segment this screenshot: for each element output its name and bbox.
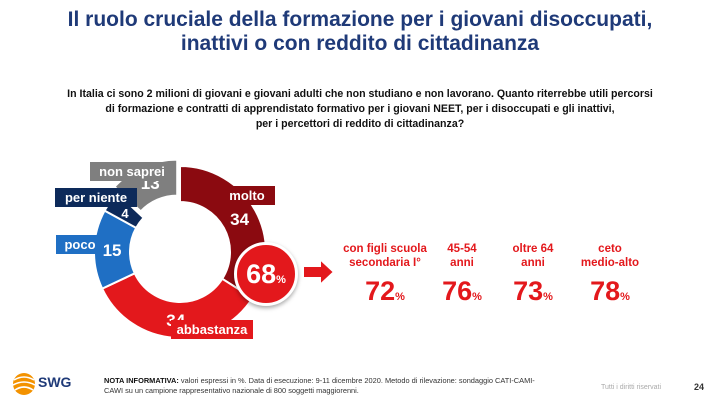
question-line-2: di formazione e contratti di apprendista…: [105, 103, 615, 115]
stat-label-3a: oltre 64: [512, 243, 554, 255]
donut-value-molto: 34: [230, 210, 249, 229]
stat-unit-2: %: [472, 291, 482, 303]
note-line-2: CAWI su un campione rappresentativo nazi…: [104, 386, 359, 395]
stat-label-2b: anni: [450, 257, 474, 269]
logo-text: SWG: [38, 374, 72, 390]
stat-value-2: 76%: [432, 276, 492, 307]
rights-text: Tutti i diritti riservati: [601, 384, 662, 391]
title-line-1: Il ruolo cruciale della formazione per i…: [67, 8, 653, 31]
donut-value-per-niente: 4: [121, 206, 129, 221]
informative-note: NOTA INFORMATIVA: valori espressi in %. …: [104, 376, 584, 396]
legend-tag-poco: poco: [56, 235, 104, 254]
total-value: 68: [246, 259, 277, 289]
stat-unit-3: %: [543, 291, 553, 303]
note-label: NOTA INFORMATIVA:: [104, 376, 179, 385]
question-line-1: In Italia ci sono 2 milioni di giovani e…: [67, 88, 653, 100]
stat-number-2: 76: [442, 276, 473, 306]
page-number: 24: [694, 382, 705, 392]
question-line-3: per i percettori di reddito di cittadina…: [255, 118, 465, 130]
stat-number-3: 73: [513, 276, 544, 306]
title-line-2: inattivi o con reddito di cittadinanza: [180, 32, 540, 55]
legend-tag-non-saprei: non saprei: [90, 162, 174, 181]
stat-label-3b: anni: [521, 257, 545, 269]
legend-tag-per-niente: per niente: [55, 188, 137, 207]
stat-value-4: 78%: [572, 276, 648, 307]
swg-logo-icon: [12, 373, 36, 395]
stat-figli-scuola: con figli scuola secondaria I° 72%: [335, 242, 435, 307]
stat-ceto-medio-alto: ceto medio-alto 78%: [572, 242, 648, 307]
note-line-1: NOTA INFORMATIVA: valori espressi in %. …: [104, 376, 584, 386]
total-unit: %: [276, 274, 286, 286]
stat-oltre-64: oltre 64 anni 73%: [500, 242, 566, 307]
legend-tag-molto: molto: [219, 186, 275, 205]
total-badge: 68%: [234, 242, 298, 306]
stat-label-4a: ceto: [598, 243, 622, 255]
stat-unit-1: %: [395, 291, 405, 303]
stat-label-4b: medio-alto: [580, 257, 640, 269]
stat-label-1a: con figli scuola: [343, 243, 427, 255]
stat-number-4: 78: [590, 276, 621, 306]
stat-value-1: 72%: [335, 276, 435, 307]
stat-45-54: 45-54 anni 76%: [432, 242, 492, 307]
arrow-right-icon: [302, 257, 336, 287]
stat-unit-4: %: [620, 291, 630, 303]
stat-label-2a: 45-54: [447, 243, 477, 255]
stat-label-1b: secondaria I°: [349, 257, 421, 269]
stat-number-1: 72: [365, 276, 396, 306]
question-text: In Italia ci sono 2 milioni di giovani e…: [30, 87, 690, 132]
page-title: Il ruolo cruciale della formazione per i…: [0, 8, 720, 56]
note-text-1: valori espressi in %. Data di esecuzione…: [178, 376, 535, 385]
donut-value-poco: 15: [103, 241, 122, 260]
legend-tag-abbastanza: abbastanza: [171, 320, 253, 339]
stat-value-3: 73%: [500, 276, 566, 307]
